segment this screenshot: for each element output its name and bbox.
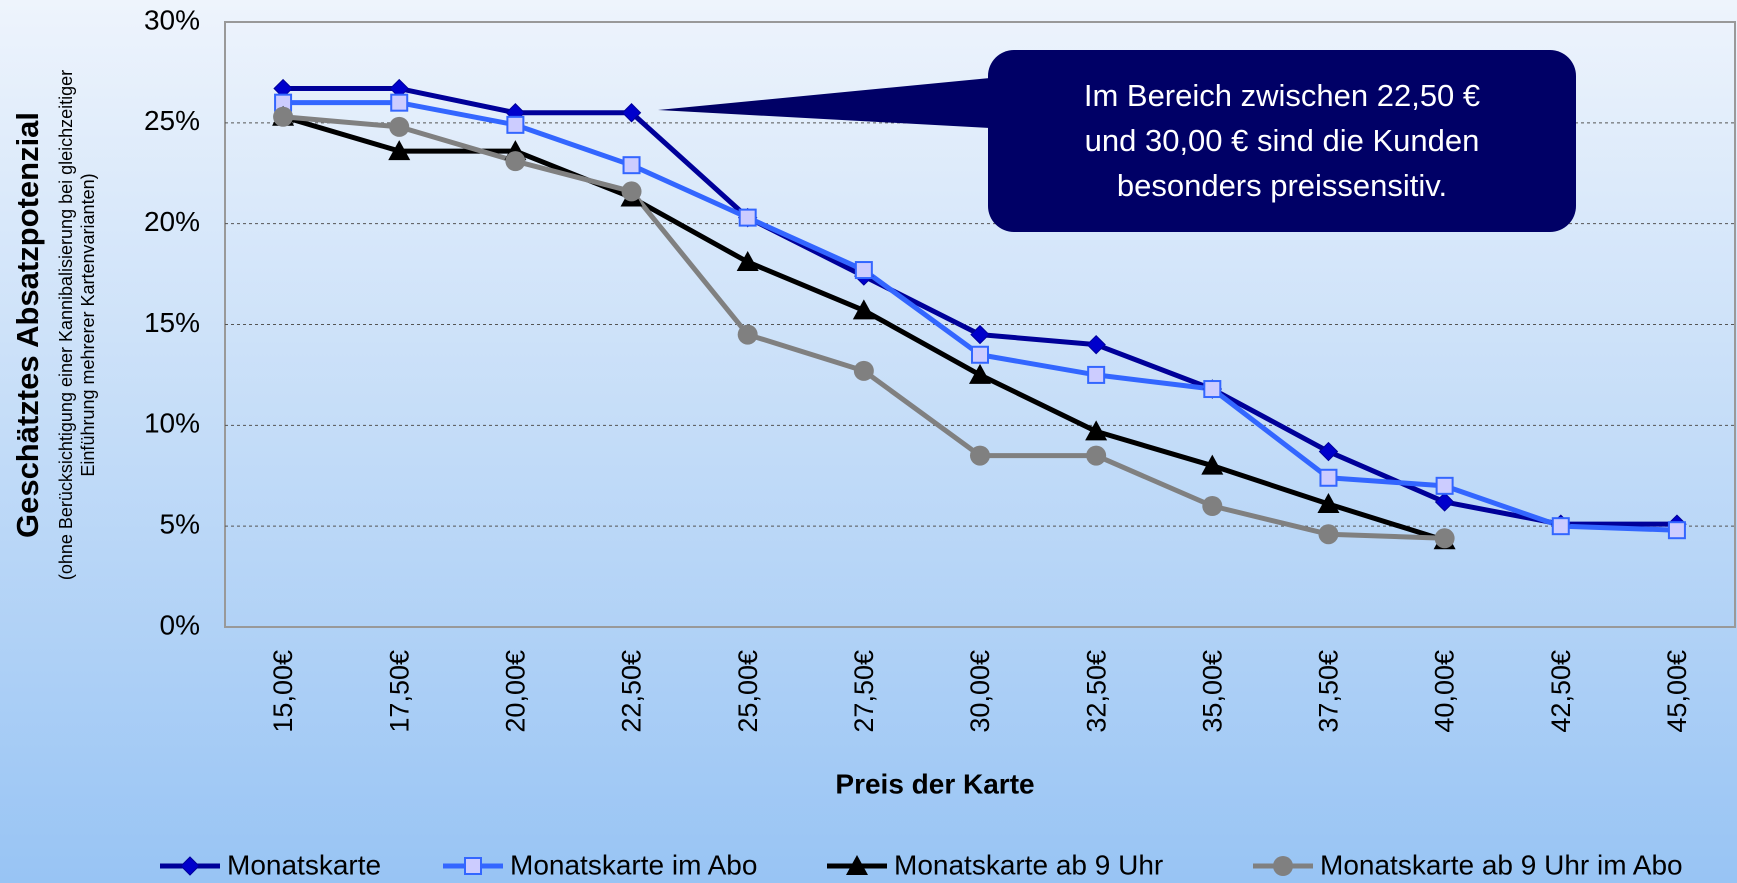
point [1202, 496, 1223, 516]
x-tick-label: 35,00€ [1197, 650, 1227, 733]
x-tick-label: 32,50€ [1081, 650, 1111, 733]
y-tick-label: 10% [144, 408, 200, 439]
legend-marker [1273, 856, 1293, 876]
point [853, 360, 874, 381]
point [622, 156, 641, 175]
x-tick-label: 42,50€ [1546, 650, 1576, 733]
legend-label: Monatskarte ab 9 Uhr [894, 849, 1163, 880]
point [736, 250, 759, 271]
point [1435, 476, 1454, 495]
x-axis-label: Preis der Karte [835, 768, 1034, 799]
y-tick-label: 20% [144, 206, 200, 237]
legend-marker [464, 857, 482, 875]
point [970, 324, 990, 345]
y-tick-label: 5% [160, 509, 200, 540]
x-tick-label: 15,00€ [268, 650, 298, 733]
point [273, 106, 294, 127]
y-tick-label: 0% [160, 609, 200, 640]
x-tick-label: 25,00€ [733, 650, 763, 733]
legend-label: Monatskarte im Abo [510, 849, 757, 880]
point [1203, 380, 1222, 399]
point [390, 93, 409, 112]
callout-text: besonders preissensitiv. [1117, 168, 1447, 203]
callout-text: und 30,00 € sind die Kunden [1085, 123, 1480, 158]
y-axis-label: Geschätztes Absatzpotenzial [10, 112, 45, 538]
x-tick-label: 45,00€ [1662, 650, 1692, 733]
point [852, 299, 875, 320]
point [1085, 420, 1108, 441]
callout-pointer [658, 78, 990, 128]
point [621, 181, 642, 202]
x-tick-label: 37,50€ [1314, 650, 1344, 733]
point [1317, 492, 1340, 513]
point [621, 103, 642, 123]
x-tick-label: 22,50€ [617, 650, 647, 733]
y-tick-label: 25% [144, 105, 200, 136]
point [738, 208, 757, 227]
point [1551, 517, 1570, 536]
point [388, 140, 411, 161]
point [1086, 445, 1107, 466]
point [1667, 521, 1686, 540]
x-tick-label: 40,00€ [1430, 650, 1460, 733]
point [1318, 524, 1339, 545]
callout: Im Bereich zwischen 22,50 € und 30,00 € … [658, 50, 1576, 232]
legend-marker [180, 856, 200, 876]
callout-text: Im Bereich zwischen 22,50 € [1084, 78, 1480, 113]
point [389, 116, 410, 137]
legend-label: Monatskarte [227, 849, 381, 880]
x-tick-label: 30,00€ [965, 650, 995, 733]
point [969, 363, 991, 384]
x-tick-label: 20,00€ [501, 650, 531, 733]
point [1319, 468, 1338, 487]
x-tick-label: 27,50€ [849, 650, 879, 733]
point [1434, 492, 1455, 512]
y-axis-note: (ohne Berücksichtigung einer Kannibalisi… [56, 70, 76, 580]
point [505, 151, 526, 172]
point [737, 324, 758, 345]
point [971, 345, 989, 364]
legend-marker [846, 855, 868, 875]
point [1434, 528, 1455, 549]
y-axis-note: Einführung mehrerer Kartenvarianten) [78, 173, 98, 476]
callout-box [988, 50, 1576, 232]
point [1318, 441, 1339, 462]
y-tick-label: 15% [144, 307, 200, 338]
x-tick-label: 17,50€ [384, 650, 414, 733]
point [1201, 454, 1224, 475]
point [970, 445, 990, 466]
point [1086, 334, 1106, 355]
point [854, 261, 873, 280]
legend-label: Monatskarte ab 9 Uhr im Abo [1320, 849, 1683, 880]
point [1087, 365, 1106, 384]
point [506, 115, 525, 134]
y-tick-label: 30% [144, 4, 200, 35]
